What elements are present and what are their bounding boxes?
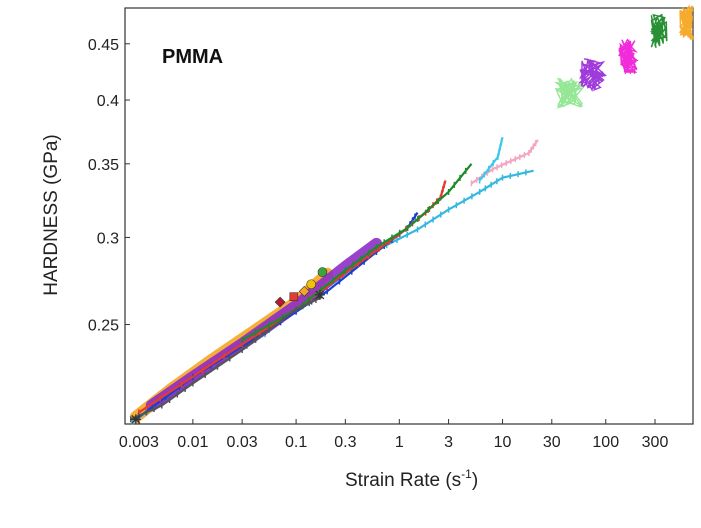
data-marker-asterisk [130, 414, 141, 425]
data-marker-diamond [298, 285, 310, 297]
y-axis-ticks: 0.25 0.3 0.35 0.4 0.45 [88, 37, 130, 335]
x-tick-label: 3 [444, 434, 453, 451]
x-tick-label: 0.1 [285, 434, 307, 451]
data-marker-circle [306, 279, 316, 290]
x-axis-title-exponent: -1 [461, 467, 472, 481]
y-tick-label: 0.25 [88, 318, 119, 335]
data-marker-diamond [274, 296, 286, 308]
series-layer [129, 4, 695, 425]
x-tick-label: 0.003 [119, 434, 159, 451]
cluster-scribble [679, 4, 695, 41]
plot-frame [124, 7, 694, 425]
y-tick-label: 0.45 [88, 37, 119, 54]
series-cluster [554, 77, 585, 109]
series-line [478, 137, 504, 182]
x-tick-label: 1 [395, 434, 404, 451]
cluster-scribble [578, 58, 608, 92]
x-tick-label: 300 [642, 434, 669, 451]
x-tick-label: 0.3 [334, 434, 356, 451]
x-axis-title: Strain Rate (s-1) [345, 467, 478, 491]
data-marker-asterisk [314, 289, 325, 300]
y-tick-label: 0.3 [97, 230, 119, 247]
y-tick-label: 0.4 [97, 93, 119, 110]
series-cluster [679, 4, 695, 41]
material-annotation: PMMA [162, 46, 223, 68]
cluster-scribble [649, 13, 668, 49]
data-marker-square [289, 292, 299, 301]
x-axis-ticks: 0.003 0.01 0.03 0.1 0.3 1 3 10 30 100 300 [119, 419, 669, 451]
cluster-scribble [554, 77, 585, 109]
marker-layer [130, 267, 328, 425]
cluster-scribble [618, 38, 639, 75]
x-tick-label: 100 [592, 434, 619, 451]
x-tick-label: 0.03 [227, 434, 258, 451]
x-axis-title-close: ) [472, 470, 478, 491]
x-axis-title-main: Strain Rate (s [345, 470, 461, 491]
series-cluster [618, 38, 639, 75]
x-tick-label: 30 [543, 434, 561, 451]
series-cluster [578, 58, 608, 92]
y-tick-label: 0.35 [88, 157, 119, 174]
series-cluster [649, 13, 668, 49]
data-marker-circle [317, 267, 328, 277]
x-tick-label: 0.01 [177, 434, 208, 451]
y-axis-title: HARDNESS (GPa) [41, 134, 62, 296]
x-tick-label: 10 [494, 434, 512, 451]
